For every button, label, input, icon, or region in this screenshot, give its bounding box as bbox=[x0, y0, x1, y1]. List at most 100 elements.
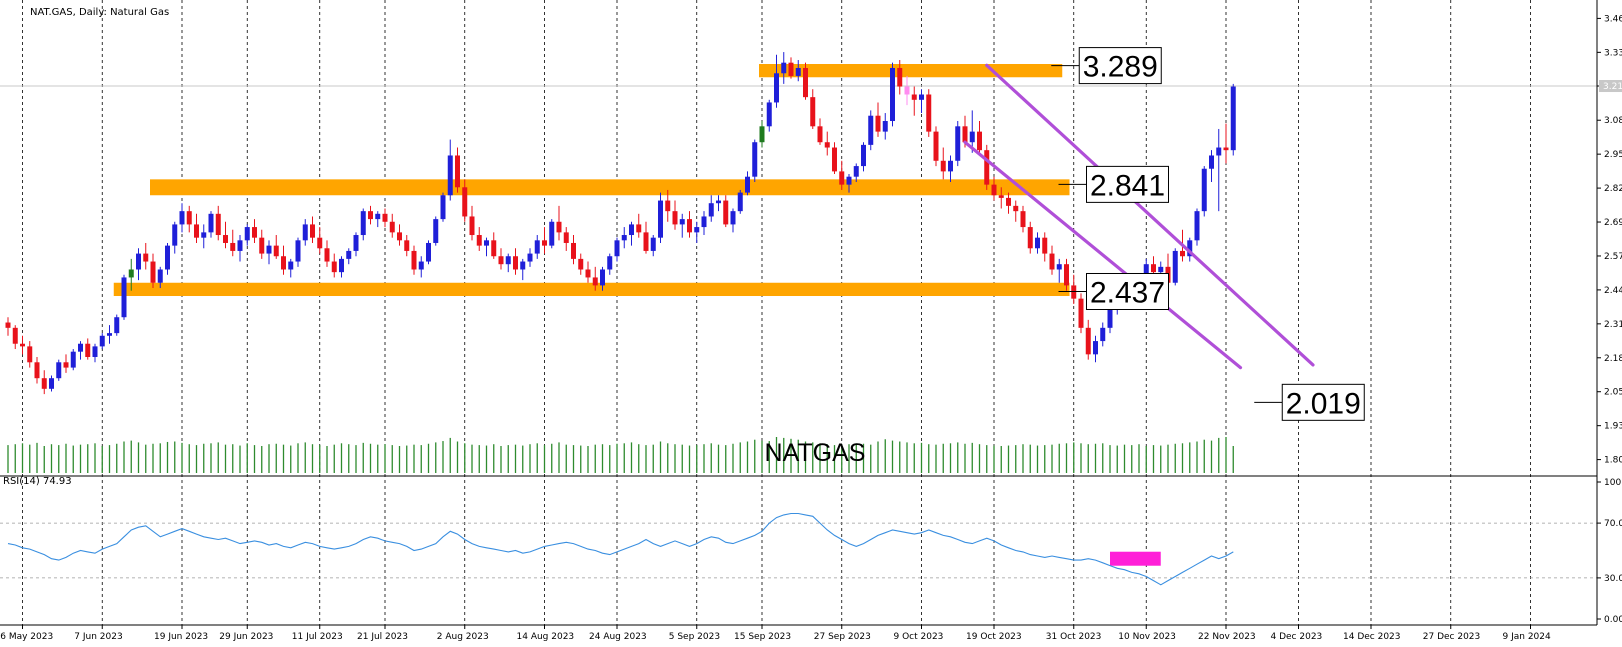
date-tick-label: 29 Jun 2023 bbox=[219, 632, 273, 642]
candle-body bbox=[940, 160, 946, 172]
candle-body bbox=[346, 250, 352, 259]
candle-body bbox=[665, 200, 671, 212]
annotation-label: 2.019 bbox=[1286, 387, 1361, 420]
candle-body bbox=[331, 261, 337, 273]
candle-body bbox=[12, 327, 18, 344]
candle-body bbox=[215, 213, 221, 236]
date-tick-label: 14 Dec 2023 bbox=[1343, 632, 1401, 642]
candle-body bbox=[382, 213, 388, 222]
candle-body bbox=[1107, 309, 1113, 328]
candle-body bbox=[948, 160, 953, 172]
candle-body bbox=[716, 200, 721, 204]
candle-body bbox=[1071, 285, 1077, 299]
candle-body bbox=[1201, 168, 1207, 212]
candle-body bbox=[962, 126, 968, 143]
rsi-tick-label: 100.00 bbox=[1604, 478, 1622, 488]
candle-body bbox=[41, 378, 47, 389]
candle-body bbox=[1158, 266, 1164, 273]
candle-body bbox=[136, 253, 141, 270]
candle-body bbox=[78, 343, 83, 352]
candle-body bbox=[1056, 264, 1062, 270]
candle-body bbox=[1006, 197, 1011, 206]
candle-body bbox=[1194, 211, 1200, 241]
price-tick-label: 1.931 bbox=[1604, 422, 1622, 432]
candle-body bbox=[1049, 253, 1055, 270]
candle-body bbox=[919, 94, 924, 100]
candle-body bbox=[839, 171, 845, 185]
candle-body bbox=[1209, 155, 1214, 169]
price-tick-label: 2.827 bbox=[1604, 184, 1622, 194]
candle-body bbox=[295, 240, 301, 262]
candle-body bbox=[803, 67, 808, 98]
annotation-box bbox=[1086, 272, 1169, 310]
date-tick-label: 26 May 2023 bbox=[0, 632, 53, 642]
candle-body bbox=[897, 67, 903, 87]
candle-body bbox=[853, 166, 859, 177]
annotation-label: 3.289 bbox=[1083, 51, 1158, 84]
candle-body bbox=[520, 261, 526, 270]
candle-body bbox=[650, 237, 656, 251]
candle-body bbox=[534, 240, 540, 254]
candle-body bbox=[418, 261, 424, 270]
candle-body bbox=[766, 102, 772, 127]
price-tick-label: 2.443 bbox=[1604, 286, 1622, 296]
candle-body bbox=[1064, 264, 1069, 286]
candle-body bbox=[223, 235, 228, 243]
chart-title: NAT.GAS, Daily: Natural Gas bbox=[30, 7, 169, 18]
candle-body bbox=[795, 67, 801, 76]
candle-body bbox=[281, 256, 286, 270]
candle-body bbox=[27, 346, 33, 363]
rsi-title: RSI(14) 74.93 bbox=[3, 476, 72, 487]
candle-body bbox=[157, 269, 163, 283]
candle-body bbox=[92, 346, 98, 357]
candle-body bbox=[890, 67, 895, 122]
candle-body bbox=[774, 73, 779, 103]
candle-body bbox=[1216, 147, 1222, 156]
candle-body bbox=[687, 219, 692, 233]
candle-body bbox=[556, 221, 562, 233]
date-tick-label: 19 Jun 2023 bbox=[154, 632, 208, 642]
candle-body bbox=[810, 97, 816, 127]
candle-body bbox=[63, 362, 69, 368]
candle-body bbox=[1042, 237, 1048, 254]
candle-body bbox=[505, 256, 511, 265]
price-annotations: 3.289 2.841 2.437 2.019 bbox=[1051, 47, 1365, 421]
candle-body bbox=[882, 121, 888, 132]
candle-body bbox=[288, 261, 294, 270]
candle-body bbox=[571, 242, 576, 259]
candle-body bbox=[49, 378, 54, 389]
rsi-tick-label: 0.00 bbox=[1604, 615, 1622, 625]
candle-body bbox=[1187, 240, 1193, 257]
candle-body bbox=[230, 242, 236, 251]
candle-body bbox=[549, 221, 555, 246]
candle-body bbox=[433, 219, 439, 243]
candle-body bbox=[911, 94, 917, 100]
candle-body bbox=[150, 261, 156, 283]
candle-body bbox=[991, 184, 997, 196]
candle-body bbox=[1013, 205, 1019, 212]
rsi-panel bbox=[0, 512, 1597, 586]
descending-channel bbox=[963, 63, 1315, 370]
candle-body bbox=[658, 200, 663, 238]
candle-body bbox=[114, 317, 120, 334]
date-tick-label: 22 Nov 2023 bbox=[1198, 632, 1256, 642]
candle-body bbox=[208, 213, 214, 233]
candle-body bbox=[737, 192, 743, 212]
candle-body bbox=[788, 62, 794, 76]
candle-body bbox=[455, 155, 460, 188]
annotation-box bbox=[1281, 383, 1365, 421]
candle-body bbox=[5, 322, 11, 328]
date-tick-label: 15 Sep 2023 bbox=[734, 632, 791, 642]
candle-body bbox=[1078, 298, 1084, 328]
candle-body bbox=[476, 235, 482, 246]
candle-body bbox=[817, 126, 823, 143]
candle-body bbox=[172, 224, 178, 246]
candle-body bbox=[56, 362, 62, 379]
price-tick-label: 2.699 bbox=[1604, 218, 1622, 228]
annotation-label: 2.841 bbox=[1090, 169, 1165, 202]
candle-body bbox=[926, 94, 932, 132]
date-tick-label: 14 Aug 2023 bbox=[517, 632, 575, 642]
candle-body bbox=[107, 333, 112, 336]
price-tick-label: 2.059 bbox=[1604, 388, 1622, 398]
